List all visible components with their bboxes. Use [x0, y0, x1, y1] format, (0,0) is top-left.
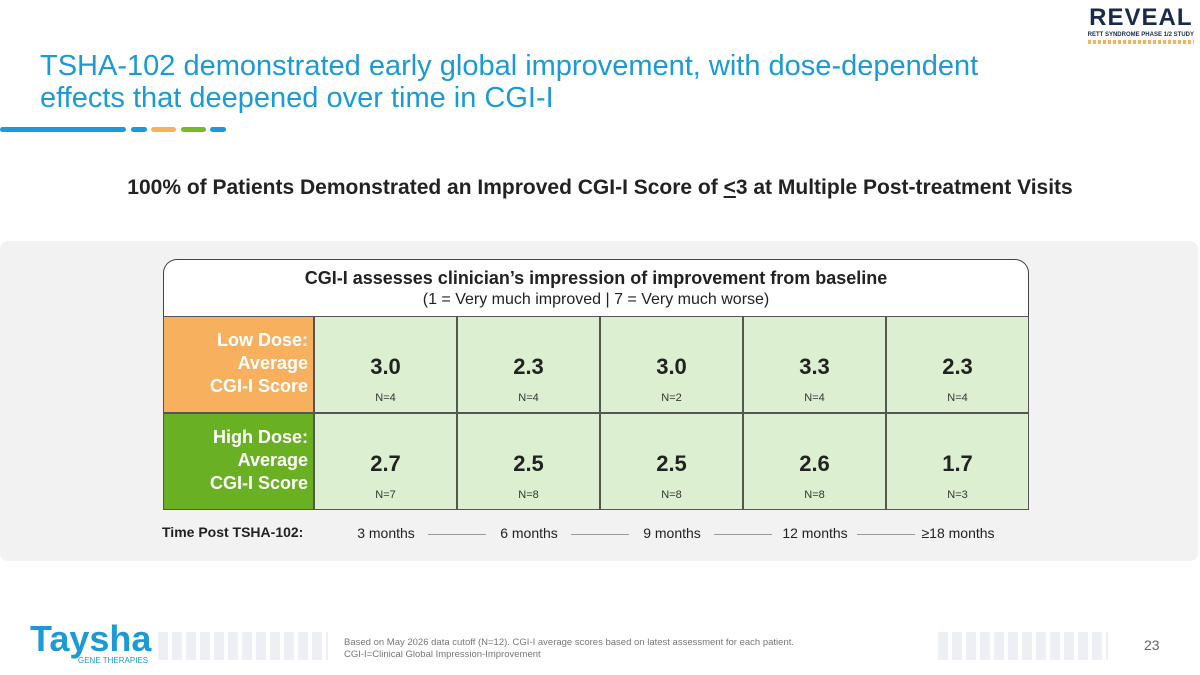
- title-line: effects that deepened over time in CGI-I: [40, 82, 554, 114]
- sample-size: N=4: [518, 392, 539, 404]
- row-label-line: CGI-I Score: [209, 376, 308, 396]
- headline-text: 100% of Patients Demonstrated an Improve…: [127, 176, 724, 199]
- score-cell: 3.0 N=2: [600, 316, 743, 413]
- logo-text: Taysha: [30, 618, 152, 659]
- row-label-line: CGI-I Score: [209, 473, 308, 493]
- accent-bar: [131, 127, 147, 132]
- row-label-line: Low Dose:: [216, 330, 308, 350]
- footnote: CGI-I=Clinical Global Impression-Improve…: [344, 649, 541, 660]
- logo-sub: GENE THERAPIES: [78, 656, 149, 665]
- accent-bar: [210, 127, 226, 132]
- page-number: 23: [1144, 637, 1160, 653]
- score-cell: 2.7 N=7: [314, 413, 457, 510]
- accent-bar: [181, 127, 206, 132]
- slide-title: TSHA-102 demonstrated early global impro…: [40, 50, 978, 114]
- score: 2.3: [513, 354, 544, 379]
- table-subtitle: (1 = Very much improved | 7 = Very much …: [422, 291, 770, 308]
- timepoint: 9 months: [643, 525, 701, 541]
- row-label: Low Dose: Average CGI-I Score: [163, 316, 314, 413]
- score: 1.7: [942, 451, 973, 476]
- score: 3.0: [656, 354, 687, 379]
- headline-text: 3 at Multiple Post-treatment Visits: [735, 176, 1073, 199]
- score-cell: 2.5 N=8: [600, 413, 743, 510]
- score-cell: 2.5 N=8: [457, 413, 600, 510]
- taysha-logo: Taysha GENE THERAPIES: [30, 618, 152, 666]
- score: 2.6: [799, 451, 830, 476]
- logo-stripe: [1087, 40, 1194, 44]
- connector: [428, 534, 486, 535]
- sample-size: N=4: [375, 392, 396, 404]
- score-cell: 2.3 N=4: [886, 316, 1029, 413]
- score: 3.0: [370, 354, 401, 379]
- logo-sub: RETT SYNDROME PHASE 1/2 STUDY: [1087, 32, 1194, 38]
- decor-stripe: [938, 632, 1108, 660]
- sample-size: N=8: [661, 489, 682, 501]
- score-cell: 2.6 N=8: [743, 413, 886, 510]
- logo-text: REVEAL: [1089, 4, 1193, 31]
- sample-size: N=7: [375, 489, 396, 501]
- sample-size: N=8: [804, 489, 825, 501]
- table-title: CGI-I assesses clinician’s impression of…: [304, 268, 888, 288]
- sample-size: N=4: [804, 392, 825, 404]
- score-cell: 2.3 N=4: [457, 316, 600, 413]
- decor-stripe: [158, 632, 328, 660]
- sample-size: N=2: [661, 392, 682, 404]
- score-cell: 1.7 N=3: [886, 413, 1029, 510]
- title-line: TSHA-102 demonstrated early global impro…: [40, 50, 979, 82]
- score: 3.3: [799, 354, 830, 379]
- score: 2.5: [656, 451, 687, 476]
- sample-size: N=4: [947, 392, 968, 404]
- timepoint: 3 months: [357, 525, 415, 541]
- headline: 100% of Patients Demonstrated an Improve…: [0, 176, 1200, 200]
- row-label: High Dose: Average CGI-I Score: [163, 413, 314, 510]
- timepoint: 12 months: [782, 525, 848, 541]
- timepoint: 6 months: [500, 525, 558, 541]
- score: 2.5: [513, 451, 544, 476]
- sample-size: N=3: [947, 489, 968, 501]
- sample-size: N=8: [518, 489, 539, 501]
- row-label-line: Average: [237, 353, 308, 373]
- score: 2.3: [942, 354, 973, 379]
- connector: [714, 534, 772, 535]
- score: 2.7: [370, 451, 401, 476]
- reveal-logo: REVEAL RETT SYNDROME PHASE 1/2 STUDY: [1087, 4, 1194, 44]
- footnote: Based on May 2026 data cutoff (N=12). CG…: [344, 637, 795, 648]
- headline-symbol: <: [723, 176, 736, 199]
- time-label: Time Post TSHA-102:: [162, 524, 304, 540]
- score-cell: 3.0 N=4: [314, 316, 457, 413]
- connector: [857, 534, 915, 535]
- timepoint: ≥18 months: [921, 525, 995, 541]
- accent-bar: [0, 127, 126, 132]
- row-label-line: High Dose:: [212, 427, 308, 447]
- score-cell: 3.3 N=4: [743, 316, 886, 413]
- row-label-line: Average: [237, 450, 308, 470]
- accent-bar: [151, 127, 176, 132]
- table-header: CGI-I assesses clinician’s impression of…: [163, 259, 1029, 316]
- connector: [571, 534, 629, 535]
